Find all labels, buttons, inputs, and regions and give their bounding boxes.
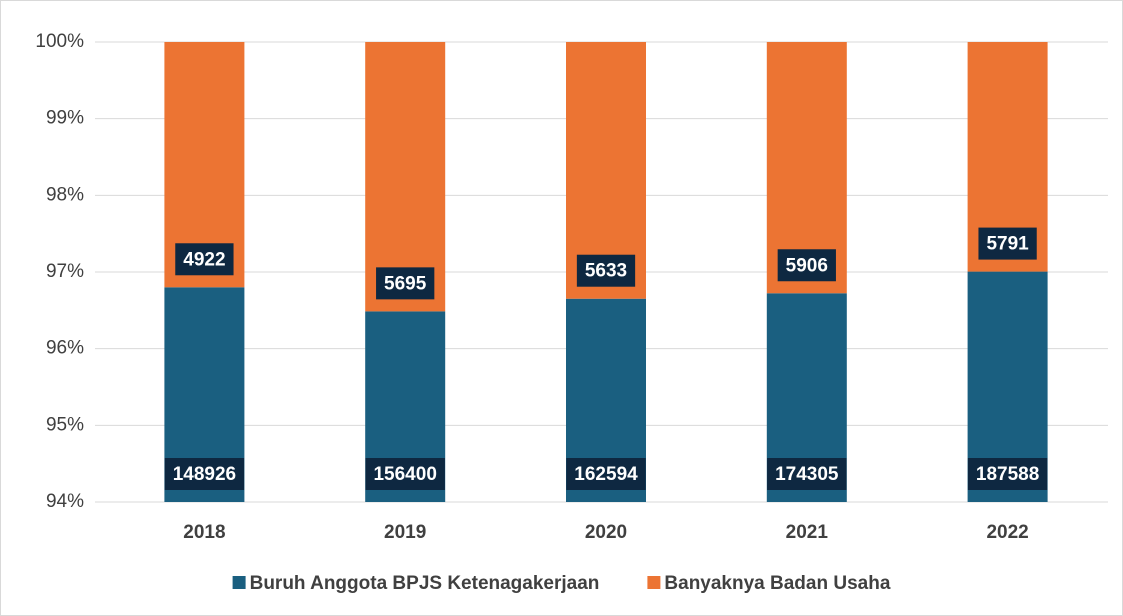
y-tick-label: 99% [46, 108, 84, 129]
y-tick-label: 94% [46, 491, 84, 512]
x-tick-label: 2022 [986, 522, 1028, 543]
y-tick-label: 95% [46, 414, 84, 435]
x-tick-label: 2020 [585, 522, 627, 543]
x-tick-label: 2018 [183, 522, 225, 543]
data-label: 5791 [986, 234, 1029, 255]
data-label-box [175, 243, 234, 276]
data-label: 5695 [384, 273, 427, 294]
y-tick-label: 97% [46, 261, 84, 282]
legend-label: Banyaknya Badan Usaha [664, 573, 890, 594]
data-label: 187588 [976, 464, 1039, 485]
x-tick-label: 2019 [384, 522, 426, 543]
data-label-box [376, 267, 435, 300]
data-label-box [978, 227, 1037, 260]
y-tick-label: 98% [46, 184, 84, 205]
legend-label: Buruh Anggota BPJS Ketenagakerjaan [250, 573, 600, 594]
data-label: 5906 [786, 255, 828, 276]
data-label-box [576, 254, 636, 287]
data-label: 156400 [373, 464, 436, 485]
data-label-box [365, 458, 445, 490]
bar-segment [365, 42, 446, 312]
legend-swatch [647, 576, 661, 589]
y-tick-label: 96% [46, 338, 84, 359]
data-label-box [164, 458, 245, 490]
data-label: 174305 [775, 464, 839, 485]
data-label: 148926 [173, 464, 236, 485]
data-label: 4922 [183, 249, 225, 270]
data-label-box [566, 458, 646, 490]
data-label-box [767, 458, 847, 490]
data-label-box [777, 249, 836, 282]
data-label: 5633 [585, 261, 627, 282]
y-tick-label: 100% [35, 31, 84, 52]
data-label-box [967, 458, 1048, 490]
x-tick-label: 2021 [786, 522, 829, 543]
legend-swatch [232, 576, 246, 589]
data-label: 162594 [574, 464, 638, 485]
